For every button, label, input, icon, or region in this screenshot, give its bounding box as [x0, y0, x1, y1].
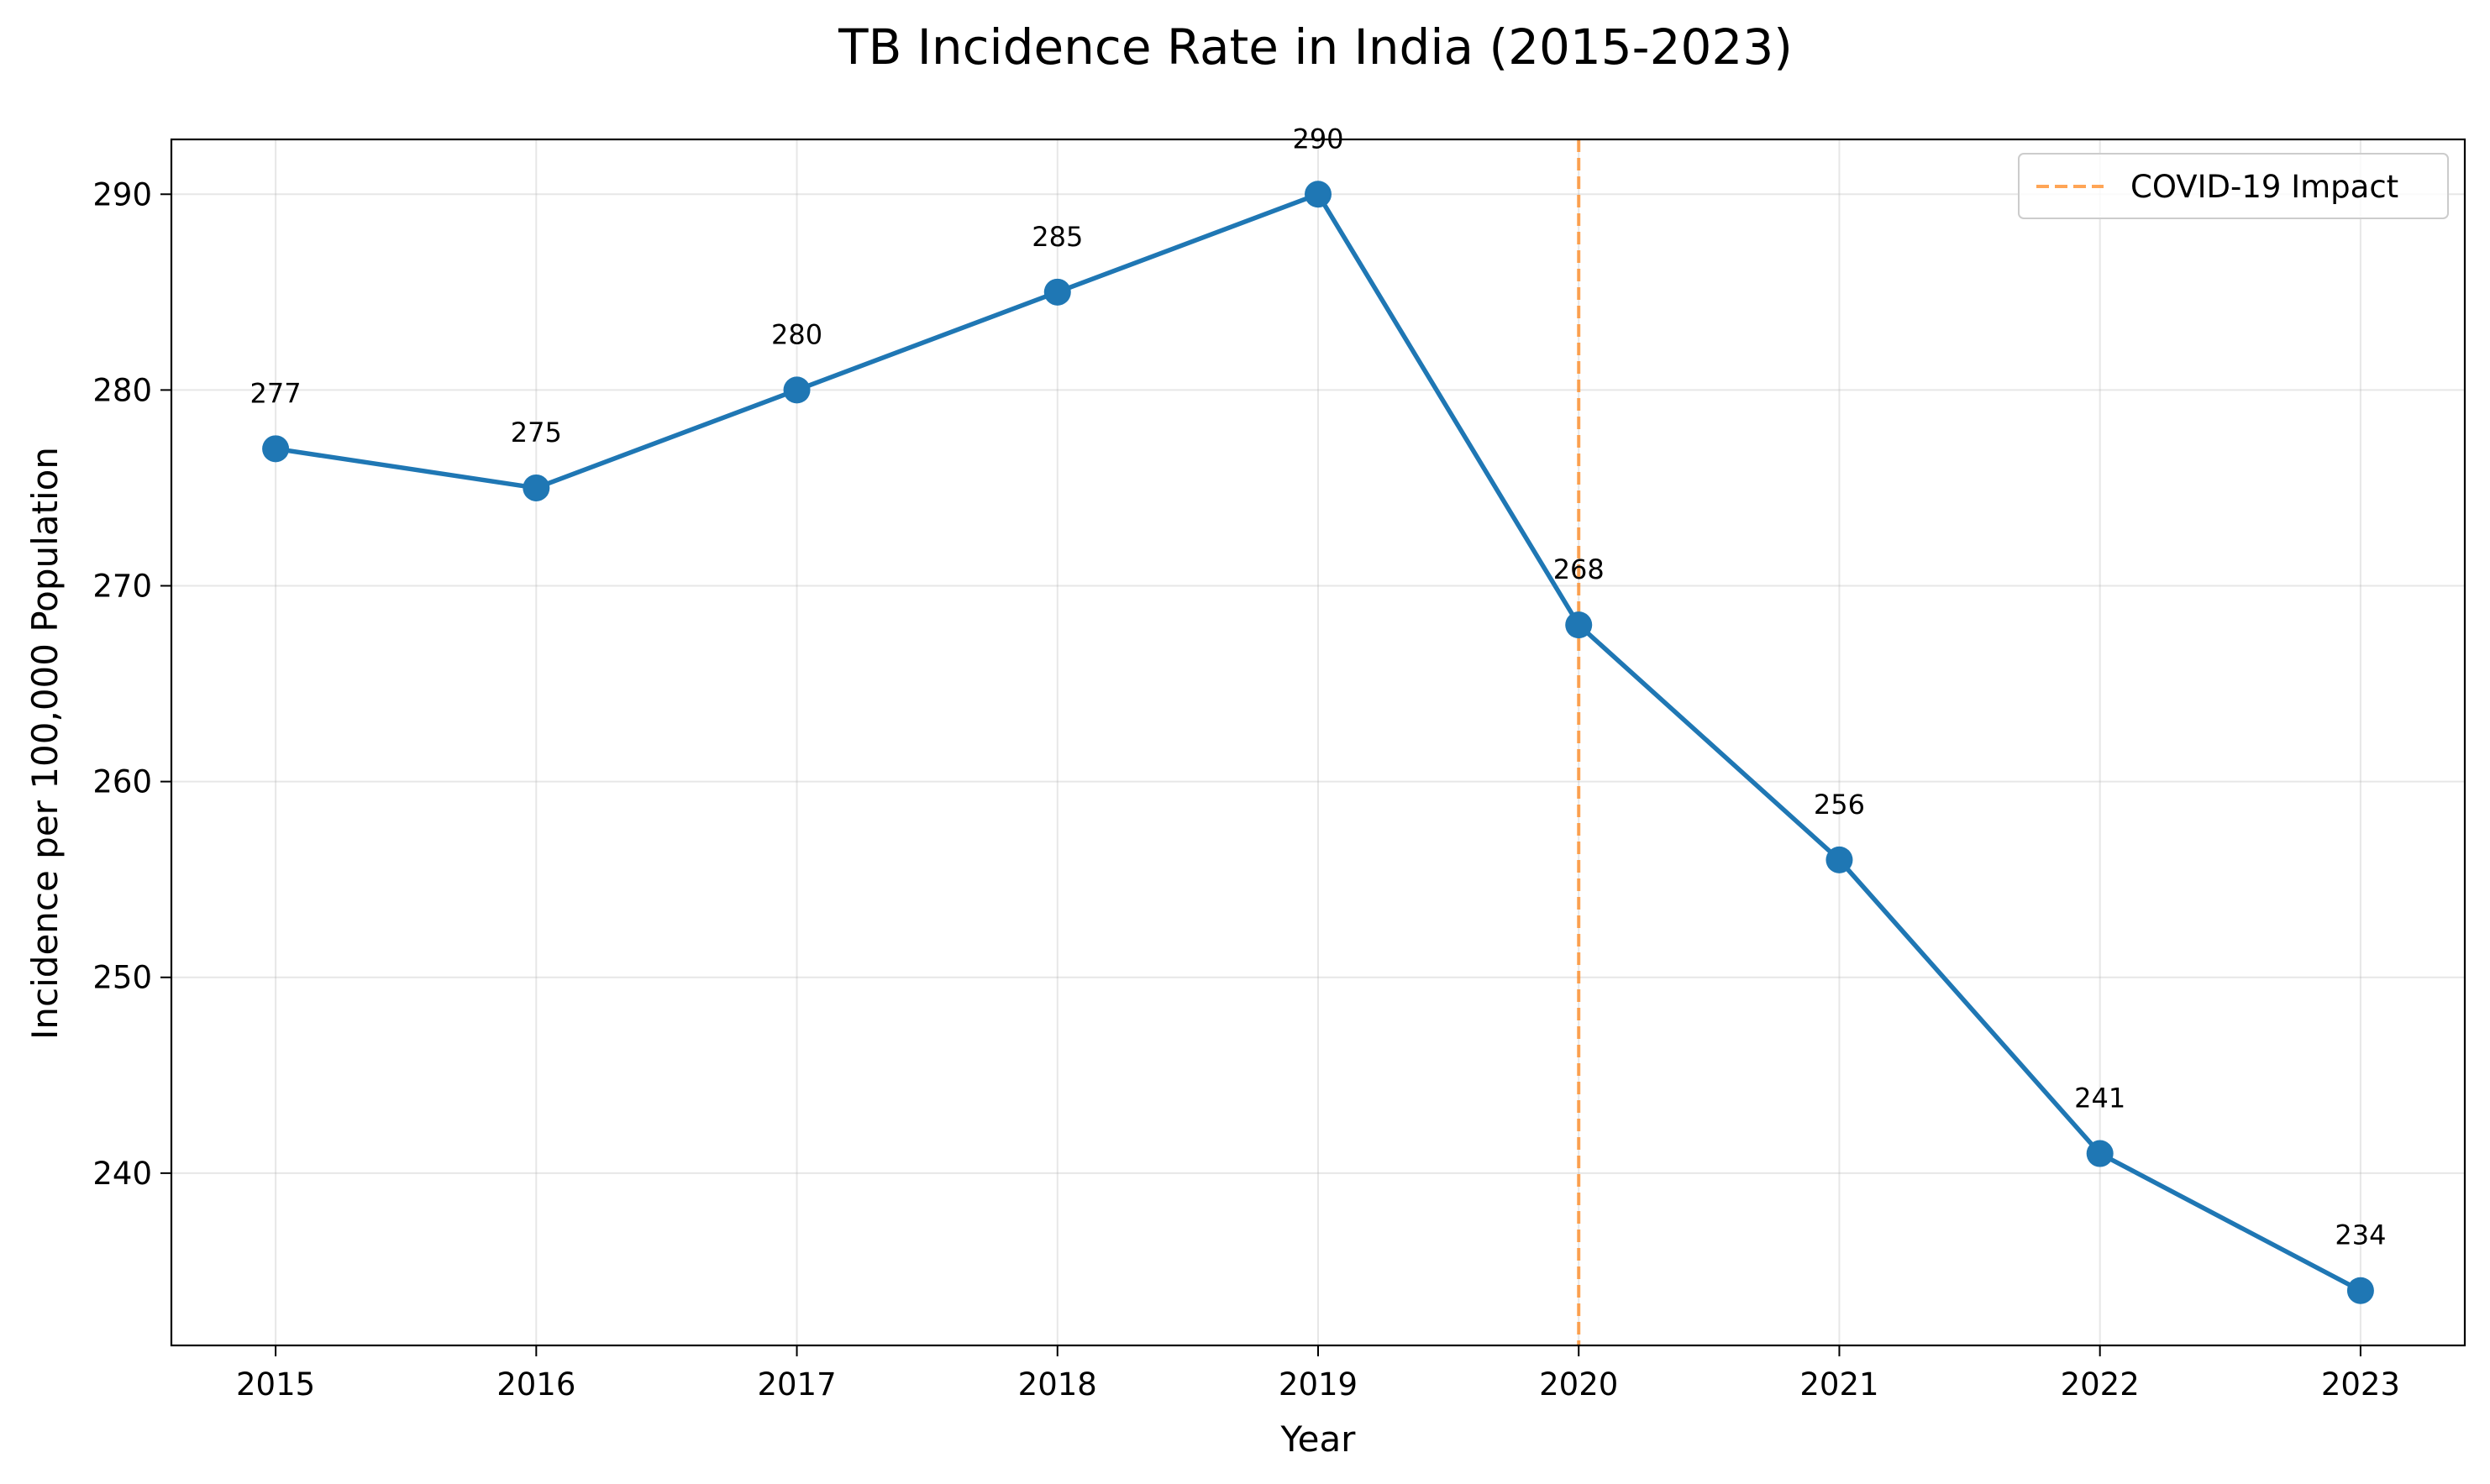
- data-point: [1305, 181, 1332, 208]
- data-label: 280: [771, 318, 822, 350]
- x-tick-label: 2019: [1279, 1366, 1358, 1403]
- y-tick-label: 280: [92, 372, 152, 408]
- y-tick-label: 250: [92, 960, 152, 996]
- data-point: [523, 474, 550, 501]
- data-label: 241: [2074, 1083, 2125, 1114]
- x-tick-label: 2022: [2061, 1366, 2140, 1403]
- data-point: [262, 435, 290, 463]
- legend: COVID-19 Impact: [2018, 153, 2449, 219]
- chart-title: TB Incidence Rate in India (2015-2023): [838, 18, 1793, 76]
- y-tick-label: 240: [92, 1156, 152, 1192]
- x-tick-label: 2015: [236, 1366, 315, 1403]
- x-tick-label: 2016: [496, 1366, 575, 1403]
- series-layer: [262, 181, 2374, 1304]
- data-point: [783, 376, 811, 404]
- legend-label: COVID-19 Impact: [2130, 169, 2398, 205]
- x-tick-label: 2021: [1799, 1366, 1878, 1403]
- x-tick-label: 2020: [1539, 1366, 1618, 1403]
- x-tick-label: 2023: [2321, 1366, 2400, 1403]
- data-point: [2346, 1277, 2374, 1304]
- x-axis-label: Year: [1280, 1418, 1357, 1460]
- data-label: 234: [2335, 1219, 2386, 1251]
- data-point: [2086, 1140, 2114, 1167]
- y-tick-label: 270: [92, 569, 152, 605]
- data-point: [1825, 846, 1853, 873]
- x-tick-label: 2017: [757, 1366, 836, 1403]
- x-axis: 2015 2016 2017 2018 2019 2020 2021 2022 2023: [236, 1345, 2400, 1403]
- y-axis: 240 250 260 270 280 290: [92, 176, 171, 1192]
- data-point: [1043, 278, 1071, 306]
- data-label: 285: [1032, 221, 1083, 253]
- x-tick-label: 2018: [1018, 1366, 1097, 1403]
- data-label: 256: [1814, 789, 1865, 821]
- data-label: 268: [1553, 553, 1605, 585]
- y-axis-label: Incidence per 100,000 Population: [24, 447, 66, 1040]
- y-tick-label: 290: [92, 176, 152, 212]
- data-point: [1565, 611, 1593, 639]
- data-label: 277: [250, 377, 302, 409]
- y-tick-label: 260: [92, 764, 152, 800]
- legend-box: [2018, 153, 2449, 219]
- data-label: 275: [511, 417, 562, 448]
